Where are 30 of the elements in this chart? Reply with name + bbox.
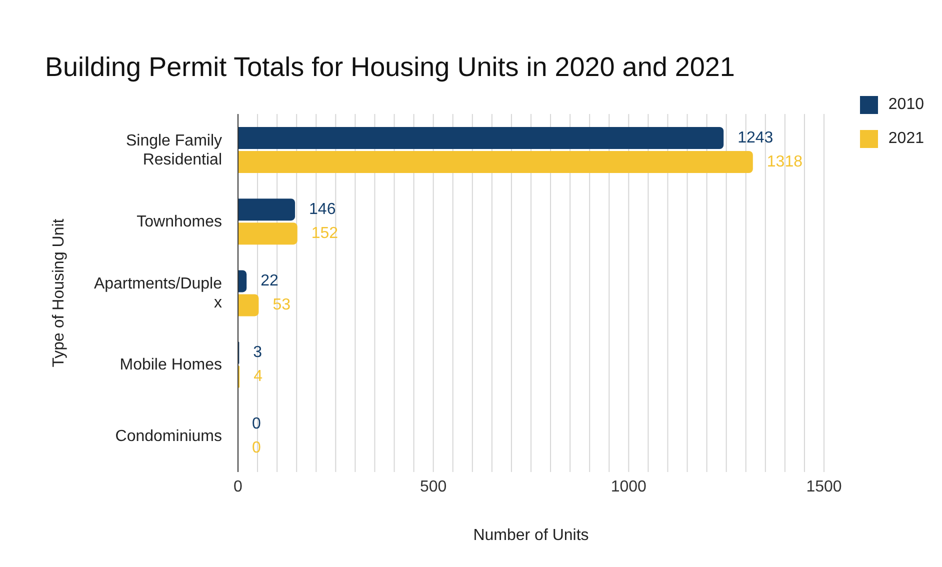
y-tick-label: Single Family Residential	[126, 132, 222, 168]
data-label: 0	[252, 416, 261, 433]
bar	[238, 294, 259, 316]
data-label: 1243	[738, 129, 774, 146]
data-label: 4	[254, 368, 263, 386]
bar	[238, 127, 724, 149]
x-tick-label: 500	[420, 478, 447, 496]
data-label: 152	[311, 224, 338, 242]
chart-title: Building Permit Totals for Housing Units in 2020 and 2021	[45, 52, 735, 82]
data-label: 146	[309, 200, 336, 218]
bar	[238, 151, 753, 173]
bar	[238, 270, 247, 292]
legend-label: 2021	[888, 130, 924, 148]
data-label: 53	[272, 296, 291, 314]
y-tick-label: Condominiums	[115, 428, 222, 445]
data-label: 22	[260, 272, 278, 290]
data-label: 1318	[766, 153, 803, 170]
x-tick-label: 1500	[806, 478, 842, 496]
y-tick-label: Townhomes	[136, 212, 222, 230]
y-tick-label: Mobile Homes	[120, 356, 222, 374]
bar	[238, 198, 296, 221]
x-tick-label: 1000	[610, 478, 647, 496]
x-tick-label: 0	[234, 478, 243, 496]
y-axis-title: Type of Housing Unit	[50, 218, 68, 368]
legend-label: 2010	[888, 96, 924, 114]
y-tick-label: Apartments/Duplex	[94, 275, 222, 311]
bar	[238, 222, 298, 245]
data-label: 3	[253, 344, 262, 362]
data-label: 0	[252, 440, 261, 457]
x-axis-title: Number of Units	[473, 527, 589, 544]
